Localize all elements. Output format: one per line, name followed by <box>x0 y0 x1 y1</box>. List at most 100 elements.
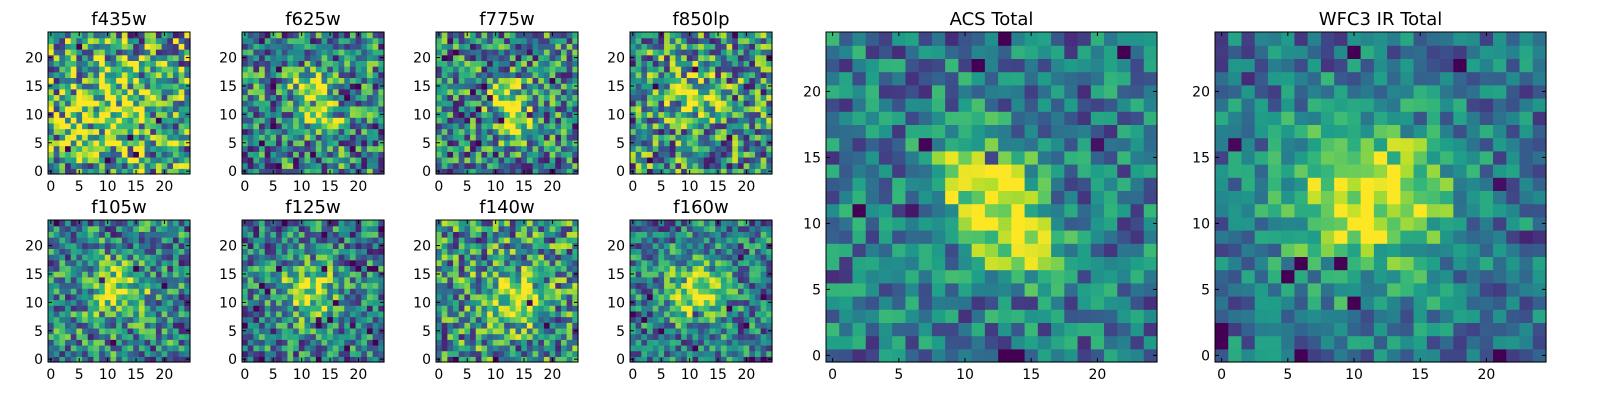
heatmap-cell <box>487 37 494 44</box>
heatmap-cell <box>743 151 750 158</box>
heatmap-cell <box>538 271 545 278</box>
heatmap-cell <box>76 54 83 61</box>
heatmap-cell <box>253 220 260 227</box>
heatmap-cell <box>504 105 511 113</box>
heatmap-cell <box>754 32 762 39</box>
heatmap-cell <box>281 134 289 141</box>
heatmap-cell <box>681 71 688 79</box>
heatmap-cell <box>276 259 283 267</box>
heatmap-cell <box>441 151 448 158</box>
heatmap-cell <box>104 94 112 101</box>
heatmap-cell <box>441 231 448 238</box>
heatmap-cell <box>65 128 72 135</box>
heatmap-cell <box>436 333 443 340</box>
heatmap-cell <box>287 77 294 84</box>
heatmap-cell <box>515 54 522 61</box>
heatmap-cell <box>720 156 728 164</box>
heatmap-cell <box>715 37 722 44</box>
heatmap-cell <box>310 71 317 79</box>
heatmap-cell <box>70 282 77 289</box>
heatmap-cell <box>378 339 385 346</box>
heatmap-cell <box>737 145 745 152</box>
heatmap-cell <box>526 220 534 227</box>
heatmap-cell <box>481 162 488 169</box>
heatmap-cell <box>521 37 528 44</box>
heatmap-cell <box>332 88 340 96</box>
heatmap-cell <box>664 156 671 164</box>
heatmap-cell <box>133 66 140 73</box>
heatmap-cell <box>304 271 311 278</box>
heatmap-cell <box>327 259 334 267</box>
heatmap-cell <box>487 32 494 39</box>
heatmap-cell <box>247 43 254 50</box>
heatmap-cell <box>532 94 539 101</box>
heatmap-cell <box>82 105 89 113</box>
heatmap-cell <box>327 231 334 238</box>
heatmap-cell <box>543 49 551 56</box>
heatmap-cell <box>737 100 745 107</box>
heatmap-cell <box>76 105 83 113</box>
x-tick-label: 10 <box>293 367 311 383</box>
heatmap-cell <box>65 77 72 84</box>
heatmap-cell <box>276 134 283 141</box>
heatmap-cell <box>293 32 300 39</box>
heatmap-cell <box>338 54 345 61</box>
heatmap-cell <box>698 100 705 107</box>
heatmap-cell <box>76 299 83 306</box>
heatmap-cell <box>737 322 745 329</box>
heatmap-cell <box>543 88 551 96</box>
heatmap-cell <box>709 156 716 164</box>
heatmap-cell <box>641 83 648 90</box>
heatmap-cell <box>555 293 562 301</box>
heatmap-cell <box>70 259 77 267</box>
heatmap-cell <box>481 151 488 158</box>
heatmap-cell <box>549 43 556 50</box>
heatmap-cell <box>366 83 374 90</box>
heatmap-cell <box>498 271 505 278</box>
heatmap-cell <box>715 288 722 295</box>
heatmap-cell <box>327 225 334 232</box>
heatmap-cell <box>144 299 151 306</box>
heatmap-cell <box>321 60 328 67</box>
heatmap-cell <box>543 242 551 249</box>
heatmap-cell <box>509 305 517 312</box>
heatmap-cell <box>76 128 83 135</box>
heatmap-cell <box>635 276 642 284</box>
heatmap-cell <box>264 162 271 169</box>
heatmap-cell <box>664 333 671 340</box>
heatmap-cell <box>698 282 705 289</box>
heatmap-cell <box>184 88 191 96</box>
heatmap-cell <box>264 271 271 278</box>
heatmap-cell <box>647 60 654 67</box>
heatmap-cell <box>498 37 505 44</box>
heatmap-cell <box>436 293 443 301</box>
heatmap-cell <box>378 265 385 272</box>
heatmap-cell <box>749 322 756 329</box>
x-tick-label: 0 <box>46 367 55 383</box>
heatmap-cell <box>355 139 362 147</box>
heatmap-cell <box>475 356 483 363</box>
heatmap-cell <box>327 248 334 255</box>
heatmap-cell <box>560 111 568 118</box>
axes-frame <box>47 31 191 175</box>
y-tick-label: 5 <box>34 136 43 152</box>
heatmap-cell <box>344 282 351 289</box>
heatmap-cell <box>509 88 517 96</box>
heatmap-cell <box>82 339 89 346</box>
heatmap-cell <box>720 293 728 301</box>
heatmap-cell <box>127 151 134 158</box>
heatmap-cell <box>253 305 260 312</box>
heatmap-cell <box>732 156 739 164</box>
heatmap-cell <box>378 145 385 152</box>
heatmap-cell <box>743 310 750 318</box>
heatmap-cell <box>760 49 767 56</box>
heatmap-cell <box>344 339 351 346</box>
heatmap-cell <box>737 293 745 301</box>
heatmap-cell <box>487 322 494 329</box>
heatmap-cell <box>447 156 454 164</box>
heatmap-cell <box>242 60 249 67</box>
heatmap-cell <box>76 100 83 107</box>
heatmap-cell <box>48 162 55 169</box>
heatmap-cell <box>264 322 271 329</box>
heatmap-cell <box>686 333 694 340</box>
